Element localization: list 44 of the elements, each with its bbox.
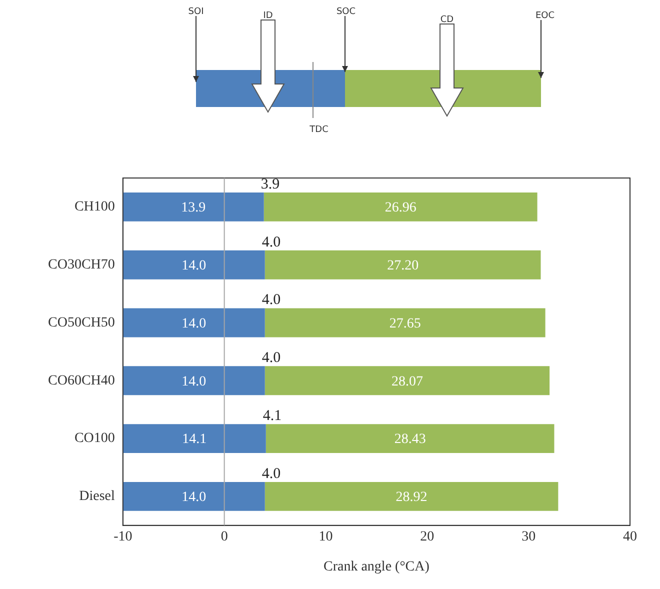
bar	[264, 482, 558, 511]
bar	[122, 366, 265, 396]
y-tick-label: CO60CH40	[48, 373, 115, 388]
annotation: 4.0	[262, 234, 281, 250]
data-label: 13.9	[181, 200, 206, 216]
timing-diagram: SOI ID SOC CD EOC TDC	[0, 0, 660, 150]
x-tick-label: 40	[623, 529, 637, 544]
y-tick-label: CO100	[74, 431, 115, 446]
annotation: 3.9	[260, 176, 280, 192]
data-label: 14.1	[182, 432, 207, 448]
bar	[264, 192, 538, 222]
bar	[264, 366, 550, 396]
data-label: 27.65	[389, 316, 421, 332]
y-tick-label: CO30CH70	[48, 258, 115, 273]
bar	[122, 482, 265, 511]
data-label: 14.0	[182, 490, 206, 506]
data-label: 14.0	[182, 316, 206, 332]
bar	[122, 192, 264, 222]
annotation: 4.0	[262, 292, 281, 308]
y-tick-label: Diesel	[79, 489, 116, 504]
data-label: 14.0	[182, 374, 206, 390]
data-label: 26.96	[384, 200, 416, 216]
bar	[122, 424, 266, 454]
annotation: 4.0	[262, 350, 281, 366]
data-label: 27.20	[387, 258, 419, 274]
bar	[122, 250, 265, 280]
y-tick-label: CH100	[74, 200, 115, 215]
data-label: 28.92	[396, 490, 428, 506]
x-tick-label: -10	[114, 529, 132, 544]
x-tick-label: 30	[522, 529, 536, 544]
data-label: 14.0	[182, 258, 206, 274]
x-tick-label: 10	[318, 529, 333, 544]
x-tick-label: 0	[220, 529, 228, 544]
annotation: 4.0	[262, 466, 281, 482]
x-tick-label: 20	[420, 529, 434, 544]
bar	[264, 308, 546, 338]
annotation: 4.1	[262, 408, 282, 424]
bar	[122, 308, 265, 338]
x-axis-title: Crank angle (°CA)	[323, 559, 430, 574]
data-label: 28.43	[394, 432, 426, 448]
bar	[266, 424, 554, 454]
data-label: 28.07	[391, 374, 423, 390]
bar	[264, 250, 541, 280]
y-tick-label: CO50CH50	[48, 315, 115, 330]
